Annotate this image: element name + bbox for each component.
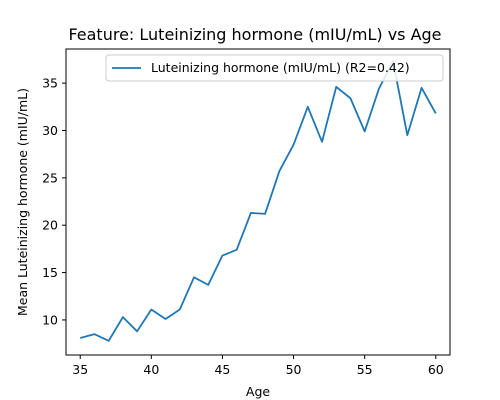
chart-title: Feature: Luteinizing hormone (mIU/mL) vs… [68, 25, 441, 44]
x-tick-label: 45 [214, 362, 230, 377]
y-tick-label: 30 [42, 123, 58, 138]
y-tick-label: 20 [42, 218, 58, 233]
plot-frame [65, 48, 451, 356]
series-lines [79, 60, 437, 342]
y-axis-label: Mean Luteinizing hormone (mIU/mL) [15, 88, 30, 316]
y-tick-label: 15 [42, 265, 58, 280]
x-tick-label: 60 [428, 362, 444, 377]
legend-box [105, 54, 444, 82]
x-tick-label: 55 [357, 362, 373, 377]
x-tick-label: 40 [143, 362, 159, 377]
legend-label: Luteinizing hormone (mIU/mL) (R2=0.42) [151, 60, 410, 75]
x-axis-label: Age [246, 384, 270, 399]
series-line-0 [79, 60, 437, 342]
axis-ticks: 35 40 45 50 55 60 10 15 20 25 30 35 [42, 76, 444, 377]
y-tick-label: 10 [42, 312, 58, 327]
y-tick-label: 35 [42, 76, 58, 91]
legend: Luteinizing hormone (mIU/mL) (R2=0.42) [105, 54, 444, 82]
x-tick-label: 35 [72, 362, 88, 377]
y-tick-label: 25 [42, 170, 58, 185]
x-tick-label: 50 [286, 362, 302, 377]
